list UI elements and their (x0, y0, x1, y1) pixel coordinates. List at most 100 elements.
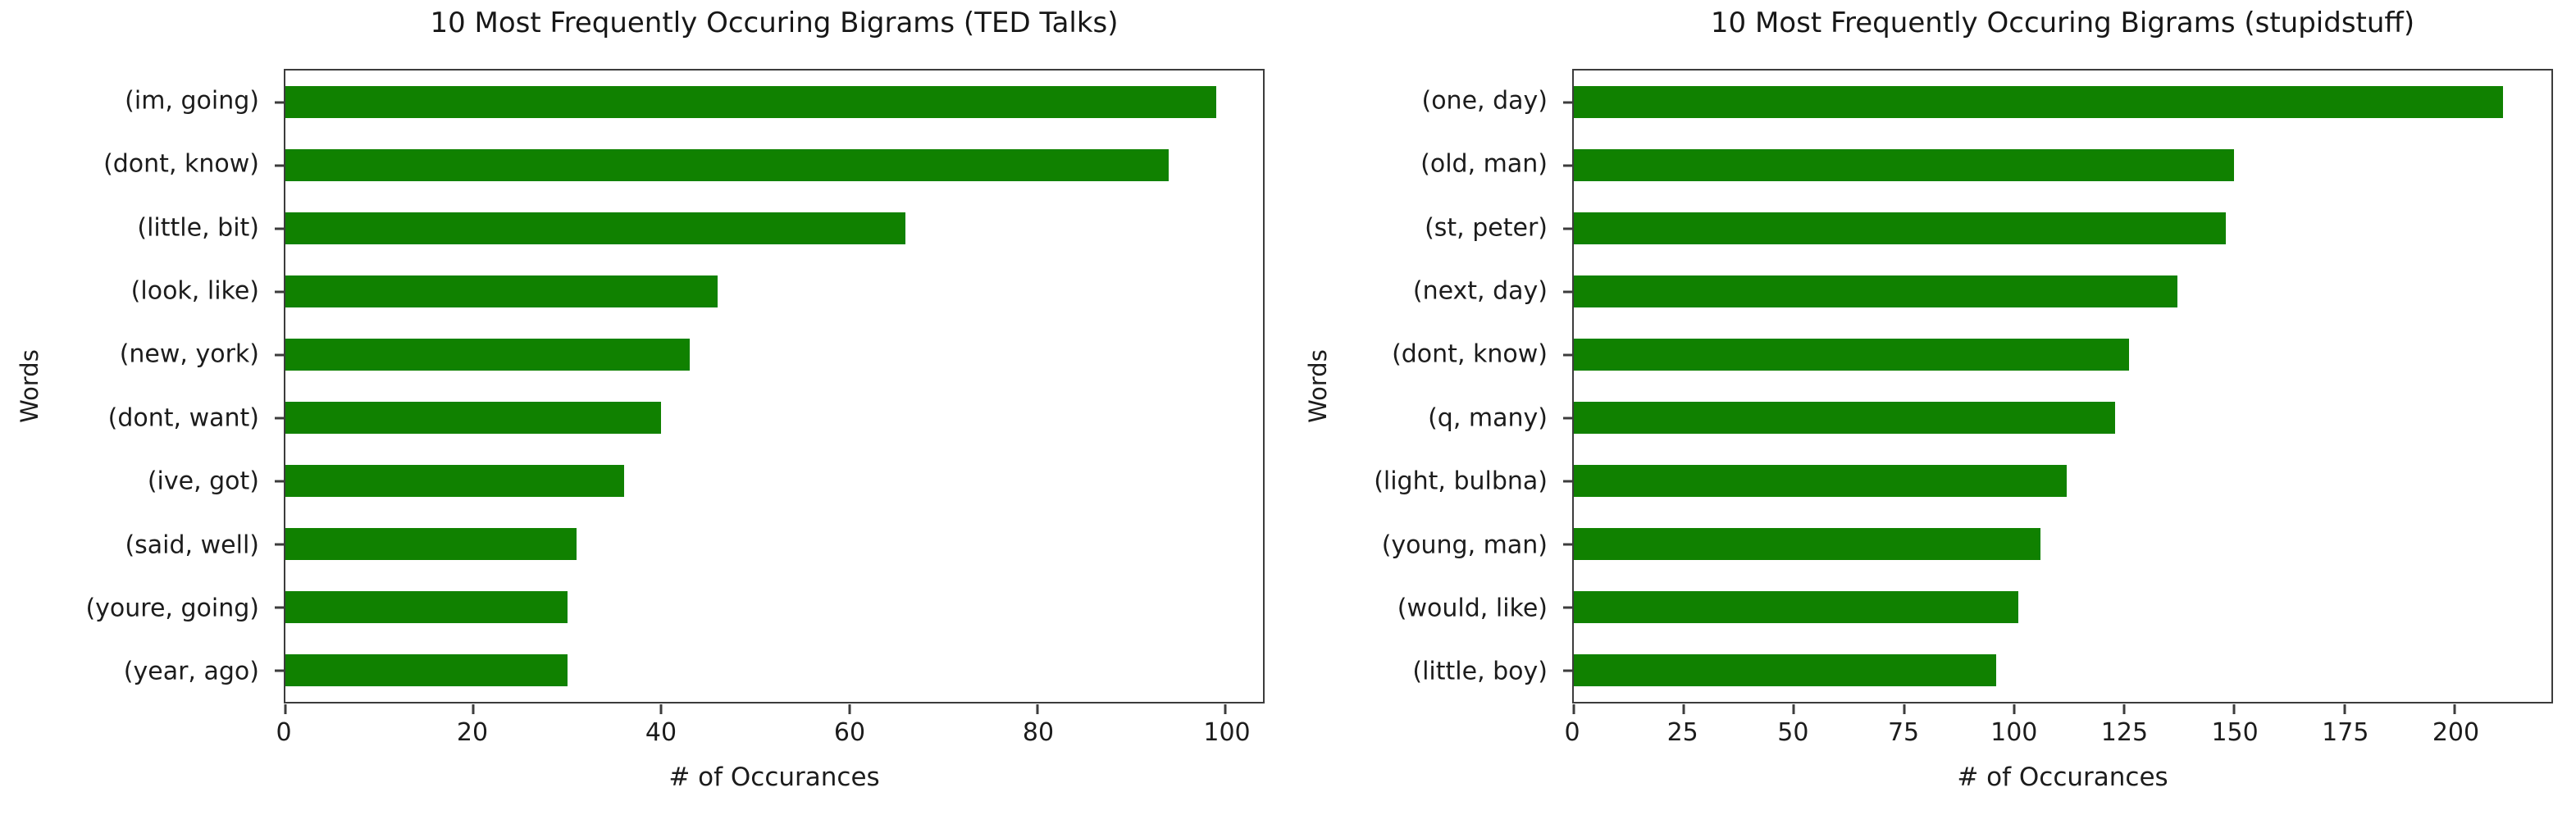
category-label: (light, bulbna) (1374, 467, 1548, 496)
x-tick-labels: 0 20 40 60 80 100 (276, 707, 1265, 753)
y-tick-mark (275, 606, 284, 608)
x-tick-mark (2453, 704, 2456, 714)
x-tick-mark (472, 704, 475, 714)
x-tick-mark (1792, 704, 1795, 714)
bar (1574, 339, 2129, 371)
bar (1574, 86, 2503, 118)
x-tick-mark (2013, 704, 2016, 714)
y-tick-labels: (im, going) (dont, know) (little, bit) (loo… (0, 69, 271, 703)
figure-ted-talks: 10 Most Frequently Occuring Bigrams (TED… (0, 7, 1265, 792)
chart-title: 10 Most Frequently Occuring Bigrams (stu… (1710, 7, 2415, 39)
category-label: (q, many) (1428, 403, 1548, 433)
x-tick-label: 175 (2322, 718, 2369, 747)
category-label: (ive, got) (147, 467, 259, 496)
x-tick-mark (2232, 704, 2236, 714)
x-tick-label: 150 (2211, 718, 2259, 747)
y-tick-mark (1563, 669, 1572, 672)
category-label: (dont, know) (103, 149, 259, 179)
category-label: (one, day) (1421, 86, 1548, 116)
bar (285, 212, 906, 244)
x-tick-label: 80 (1022, 718, 1055, 747)
bar (285, 275, 718, 307)
bar (285, 86, 1216, 118)
category-label: (next, day) (1412, 276, 1548, 306)
category-label: (new, york) (119, 339, 259, 369)
y-tick-mark (275, 543, 284, 545)
x-tick-label: 50 (1777, 718, 1809, 747)
bar (285, 654, 568, 686)
x-axis-label: # of Occurances (668, 763, 880, 792)
bar (285, 339, 690, 371)
x-tick-label: 40 (645, 718, 677, 747)
bar (1574, 402, 2116, 434)
category-label: (im, going) (125, 86, 259, 116)
x-tick-mark (1036, 704, 1039, 714)
x-tick-mark (1224, 704, 1227, 714)
x-tick-label: 60 (833, 718, 866, 747)
x-tick-mark (284, 704, 287, 714)
y-tick-mark (275, 101, 284, 103)
plot-area (275, 69, 1265, 714)
category-label: (look, like) (130, 276, 259, 306)
x-tick-label: 100 (1990, 718, 2038, 747)
bar (1574, 275, 2177, 307)
category-label: (would, like) (1397, 594, 1548, 623)
y-tick-mark (1563, 227, 1572, 230)
chart-title: 10 Most Frequently Occuring Bigrams (TED… (430, 7, 1119, 39)
bar (1574, 591, 2019, 623)
y-tick-mark (1563, 290, 1572, 293)
y-tick-mark (275, 417, 284, 419)
category-label: (old, man) (1420, 149, 1548, 179)
bar (1574, 654, 1997, 686)
y-tick-mark (1563, 164, 1572, 166)
x-tick-mark (659, 704, 663, 714)
y-tick-mark (275, 480, 284, 482)
category-label: (dont, want) (107, 403, 259, 433)
bar (285, 402, 662, 434)
y-tick-mark (1563, 417, 1572, 419)
y-tick-mark (275, 353, 284, 356)
bar (1574, 465, 2068, 497)
category-label: (little, bit) (137, 213, 259, 242)
y-tick-mark (275, 227, 284, 230)
category-label: (youre, going) (85, 594, 259, 623)
bar (1574, 149, 2235, 181)
category-label: (said, well) (125, 530, 259, 559)
bar (285, 465, 624, 497)
category-label: (year, ago) (123, 657, 259, 686)
y-tick-mark (1563, 101, 1572, 103)
x-tick-label: 25 (1666, 718, 1698, 747)
bar (285, 528, 577, 560)
x-axis-label: # of Occurances (1957, 763, 2168, 792)
x-tick-mark (1903, 704, 1906, 714)
x-tick-label: 75 (1887, 718, 1920, 747)
bar (285, 591, 568, 623)
plot-area (1563, 69, 2553, 714)
bar (1574, 528, 2041, 560)
x-tick-label: 200 (2432, 718, 2480, 747)
category-label: (st, peter) (1425, 213, 1548, 242)
x-tick-label: 20 (456, 718, 489, 747)
x-tick-labels: 0 25 50 75 100 125 150 175 200 (1564, 707, 2553, 753)
x-tick-mark (1572, 704, 1575, 714)
x-tick-mark (1682, 704, 1685, 714)
category-label: (little, boy) (1412, 657, 1548, 686)
bar (1574, 212, 2226, 244)
category-label: (young, man) (1381, 530, 1548, 559)
y-tick-mark (1563, 543, 1572, 545)
category-label: (dont, know) (1392, 339, 1548, 369)
x-tick-label: 0 (276, 718, 292, 747)
y-tick-mark (1563, 606, 1572, 608)
y-tick-mark (275, 164, 284, 166)
y-tick-labels: (one, day) (old, man) (st, peter) (next, da… (1288, 69, 1559, 703)
bar (285, 149, 1169, 181)
x-tick-mark (848, 704, 851, 714)
x-tick-label: 0 (1564, 718, 1580, 747)
y-tick-mark (1563, 353, 1572, 356)
y-tick-mark (275, 669, 284, 672)
figure-stupidstuff: 10 Most Frequently Occuring Bigrams (stu… (1288, 0, 2576, 815)
x-tick-mark (2122, 704, 2126, 714)
x-tick-mark (2343, 704, 2346, 714)
x-tick-label: 125 (2100, 718, 2149, 747)
